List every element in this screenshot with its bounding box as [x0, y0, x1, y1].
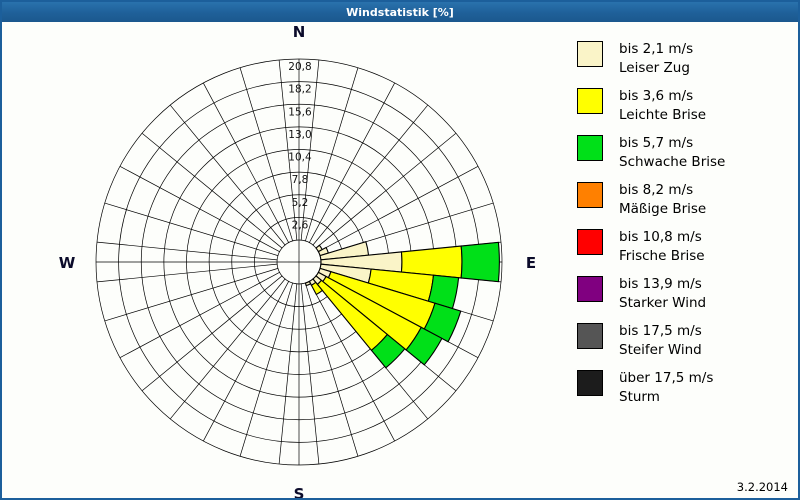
legend-label: bis 3,6 m/s Leichte Brise	[619, 87, 706, 125]
legend-item: bis 10,8 m/s Frische Brise	[577, 228, 792, 266]
grid-spoke	[305, 282, 359, 457]
grid-spoke	[305, 67, 359, 242]
grid-spoke	[239, 67, 293, 242]
grid-spoke	[202, 82, 289, 243]
legend-speed-range: bis 13,9 m/s	[619, 276, 702, 292]
legend-label: bis 10,8 m/s Frische Brise	[619, 228, 705, 266]
legend-item: über 17,5 m/s Sturm	[577, 369, 792, 407]
legend-speed-range: bis 3,6 m/s	[619, 88, 694, 104]
grid-spoke	[202, 281, 289, 442]
legend-color-swatch	[577, 135, 603, 161]
grid-spoke	[309, 82, 396, 243]
grid-spoke	[312, 104, 429, 246]
grid-spoke	[309, 281, 396, 442]
legend-beaufort-name: Schwache Brise	[619, 154, 726, 170]
legend: bis 2,1 m/s Leiser Zug bis 3,6 m/s Leichte …	[577, 40, 792, 416]
radial-tick-label: 18,2	[288, 84, 311, 96]
grid-spoke	[119, 165, 280, 252]
grid-spoke	[278, 283, 298, 465]
legend-color-swatch	[577, 370, 603, 396]
wind-rose-segment	[405, 326, 443, 366]
compass-label-north: N	[293, 23, 306, 41]
compass-labels: N E S W	[59, 23, 536, 498]
grid-spoke	[169, 278, 286, 420]
window-title: Windstatistik [%]	[346, 5, 454, 19]
grid-spoke	[300, 283, 320, 465]
legend-color-swatch	[577, 229, 603, 255]
grid-spoke	[119, 272, 280, 359]
grid-spoke	[300, 59, 320, 241]
wind-rose-petals	[304, 241, 500, 369]
legend-beaufort-name: Frische Brise	[619, 248, 705, 264]
legend-beaufort-name: Starker Wind	[619, 295, 707, 311]
legend-beaufort-name: Mäßige Brise	[619, 201, 707, 217]
legend-speed-range: bis 17,5 m/s	[619, 323, 702, 339]
grid-spoke	[169, 104, 286, 246]
grid-spoke	[239, 282, 293, 457]
legend-beaufort-name: Leiser Zug	[619, 60, 690, 76]
legend-color-swatch	[577, 88, 603, 114]
legend-item: bis 2,1 m/s Leiser Zug	[577, 40, 792, 78]
grid-spoke	[104, 268, 279, 322]
legend-label: bis 2,1 m/s Leiser Zug	[619, 40, 693, 78]
grid-spoke	[96, 263, 278, 283]
legend-speed-range: über 17,5 m/s	[619, 370, 714, 386]
legend-beaufort-name: Sturm	[619, 389, 660, 405]
legend-beaufort-name: Leichte Brise	[619, 107, 707, 123]
legend-item: bis 17,5 m/s Steifer Wind	[577, 322, 792, 360]
legend-color-swatch	[577, 276, 603, 302]
wind-rose-segment	[370, 333, 406, 369]
legend-color-swatch	[577, 41, 603, 67]
wind-rose-segment	[310, 281, 324, 296]
radial-tick-label: 10,4	[288, 152, 312, 164]
legend-label: über 17,5 m/s Sturm	[619, 369, 713, 407]
legend-color-swatch	[577, 323, 603, 349]
grid-spoke	[318, 165, 479, 252]
legend-color-swatch	[577, 182, 603, 208]
grid-spoke	[96, 241, 278, 261]
radial-tick-label: 13,0	[288, 129, 311, 141]
chart-plot-area: 2,6 5,2 7,8 10,4 13,0 15,6 18,2 20,8 N E S W	[2, 22, 798, 498]
legend-speed-range: bis 10,8 m/s	[619, 229, 702, 245]
legend-item: bis 5,7 m/s Schwache Brise	[577, 134, 792, 172]
legend-label: bis 8,2 m/s Mäßige Brise	[619, 181, 706, 219]
window-title-bar: Windstatistik [%]	[2, 2, 798, 22]
grid-spoke	[141, 275, 283, 392]
grid-spoke	[141, 132, 283, 249]
radial-axis-tick-labels: 2,6 5,2 7,8 10,4 13,0 15,6 18,2 20,8	[288, 61, 312, 231]
legend-label: bis 17,5 m/s Steifer Wind	[619, 322, 702, 360]
radial-tick-label: 7,8	[292, 174, 309, 186]
legend-item: bis 8,2 m/s Mäßige Brise	[577, 181, 792, 219]
legend-beaufort-name: Steifer Wind	[619, 342, 702, 358]
radial-tick-label: 5,2	[292, 197, 309, 209]
compass-label-south: S	[294, 485, 305, 498]
legend-item: bis 13,9 m/s Starker Wind	[577, 275, 792, 313]
compass-label-west: W	[59, 254, 76, 272]
radial-tick-label: 2,6	[292, 219, 309, 231]
wind-rose-segment	[460, 241, 500, 283]
grid-spoke	[315, 132, 457, 249]
date-stamp: 3.2.2014	[736, 480, 788, 494]
wind-rose-segment	[304, 280, 312, 287]
legend-label: bis 5,7 m/s Schwache Brise	[619, 134, 725, 172]
legend-speed-range: bis 5,7 m/s	[619, 135, 694, 151]
grid-spoke	[278, 59, 298, 241]
legend-speed-range: bis 8,2 m/s	[619, 182, 694, 198]
legend-speed-range: bis 2,1 m/s	[619, 41, 694, 57]
wind-rose-chart: 2,6 5,2 7,8 10,4 13,0 15,6 18,2 20,8 N E S W	[59, 23, 536, 498]
legend-item: bis 3,6 m/s Leichte Brise	[577, 87, 792, 125]
radial-tick-label: 20,8	[288, 61, 311, 73]
legend-label: bis 13,9 m/s Starker Wind	[619, 275, 706, 313]
compass-label-east: E	[526, 254, 536, 272]
radial-tick-label: 15,6	[288, 106, 312, 118]
grid-spoke	[104, 202, 279, 256]
